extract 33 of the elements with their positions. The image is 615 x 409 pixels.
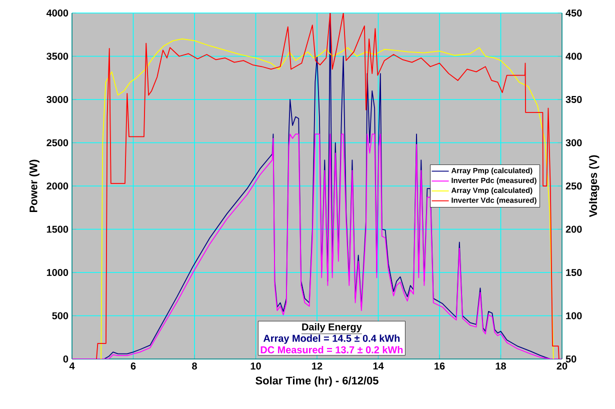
y-tick-label: 2000 [46, 182, 68, 190]
y2-tick-label: 250 [566, 182, 582, 190]
x-tick-label: 16 [434, 362, 445, 370]
x-tick-label: 18 [496, 362, 506, 370]
y-tick-label: 0 [63, 355, 68, 363]
y2-tick-label: 350 [566, 96, 582, 104]
x-tick-label: 4 [69, 362, 75, 370]
x-tick-label: 6 [130, 362, 136, 370]
y-tick-label: 4000 [46, 9, 68, 17]
y-tick-label: 3000 [46, 96, 68, 104]
y2-tick-label: 100 [566, 312, 582, 320]
annotation: DC Measured = 13.7 ± 0.2 kWh [260, 346, 403, 354]
x-tick-label: 12 [312, 362, 322, 370]
x-axis-title: Solar Time (hr) - 6/12/05 [256, 376, 378, 387]
y-tick-label: 2500 [46, 139, 68, 146]
x-tick-label: 10 [250, 362, 261, 370]
annotation: Array Model = 14.5 ± 0.4 kWh [263, 334, 400, 344]
x-tick-label: 8 [192, 362, 197, 370]
y2-tick-label: 150 [566, 268, 582, 276]
y2-axis-title: Voltages (V) [588, 155, 600, 218]
x-tick-label: 20 [556, 362, 568, 370]
x-tick-label: 14 [373, 362, 384, 370]
annotation: Daily Energy [302, 323, 362, 332]
y-tick-label: 1000 [46, 268, 68, 276]
y2-tick-label: 50 [566, 355, 576, 363]
y2-tick-label: 450 [566, 9, 582, 17]
y2-tick-label: 300 [566, 139, 582, 146]
y-tick-label: 1500 [46, 226, 68, 233]
y-tick-label: 500 [52, 312, 68, 320]
y2-tick-label: 200 [566, 226, 582, 233]
y-axis-title: Power (W) [29, 160, 40, 212]
y2-tick-label: 400 [566, 52, 582, 60]
y-tick-label: 3500 [46, 52, 68, 60]
